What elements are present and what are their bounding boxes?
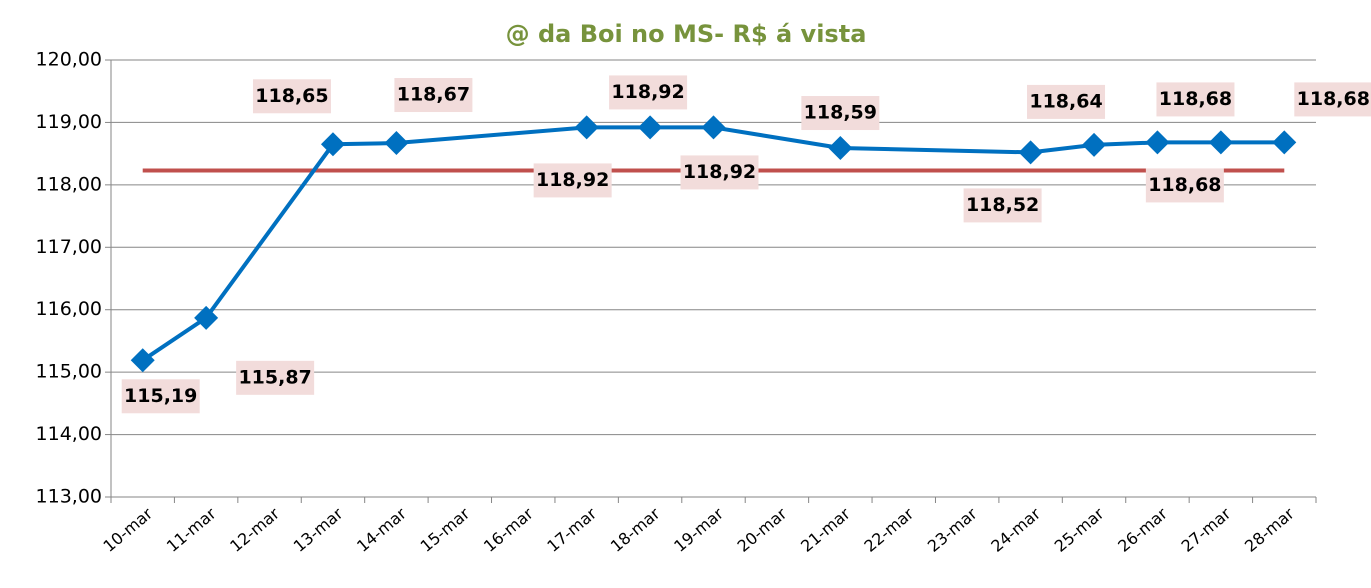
x-tick-label: 11-mar [163, 504, 220, 556]
x-tick-label: 20-mar [734, 504, 791, 556]
data-label-box [394, 78, 473, 113]
x-tick-label: 23-mar [924, 504, 981, 556]
data-label: 118,68 [1148, 174, 1221, 196]
data-label-box [252, 79, 331, 114]
data-label-box [609, 75, 688, 110]
x-tick-label: 10-mar [99, 504, 156, 556]
data-label: 118,52 [966, 194, 1039, 216]
marker [194, 305, 219, 330]
x-tick-label: 13-mar [290, 504, 347, 556]
x-tick-label: 15-mar [417, 504, 474, 556]
marker [1082, 132, 1107, 157]
marker [828, 136, 853, 161]
data-label: 115,19 [124, 385, 197, 407]
y-tick-label: 116,00 [36, 298, 102, 320]
y-tick-label: 117,00 [36, 236, 102, 258]
x-tick-label: 16-mar [480, 504, 537, 556]
chart-title: @ da Boi no MS- R$ á vista [506, 20, 867, 48]
x-tick-label: 21-mar [797, 504, 854, 556]
marker [130, 348, 155, 373]
y-tick-label: 113,00 [36, 486, 102, 508]
data-label-box [1156, 82, 1235, 117]
data-label-box [121, 379, 200, 414]
y-tick-label: 119,00 [36, 111, 102, 133]
data-label-box [801, 96, 880, 131]
x-tick-label: 22-mar [860, 504, 917, 556]
marker [384, 131, 409, 156]
x-tick-label: 12-mar [226, 504, 283, 556]
marker [638, 115, 663, 140]
data-label: 118,68 [1297, 88, 1370, 110]
data-label: 118,92 [683, 161, 756, 183]
y-tick-label: 118,00 [36, 173, 102, 195]
data-label-box [1145, 168, 1224, 203]
x-tick-label: 19-mar [670, 504, 727, 556]
data-label-box [963, 188, 1042, 223]
y-tick-label: 114,00 [36, 423, 102, 445]
data-label: 118,92 [536, 169, 609, 191]
x-tick-label: 25-mar [1051, 504, 1108, 556]
data-label: 118,68 [1159, 88, 1232, 110]
x-tick-label: 18-mar [607, 504, 664, 556]
data-label: 115,87 [238, 366, 311, 388]
marker [701, 115, 726, 140]
data-label-box [680, 155, 759, 190]
data-label: 118,92 [611, 81, 684, 103]
data-label: 118,67 [397, 84, 470, 106]
marker [1208, 130, 1233, 155]
marker [320, 132, 345, 157]
data-label-box [1027, 84, 1106, 119]
x-tick-label: 14-mar [353, 504, 410, 556]
x-tick-label: 17-mar [543, 504, 600, 556]
marker [1145, 130, 1170, 155]
y-tick-label: 115,00 [36, 361, 102, 383]
data-label: 118,65 [255, 85, 328, 107]
x-tick-label: 27-mar [1178, 504, 1235, 556]
data-label: 118,64 [1029, 90, 1102, 112]
x-tick-label: 28-mar [1241, 504, 1298, 556]
marker [1018, 140, 1043, 165]
marker [1272, 130, 1297, 155]
data-label-box [1294, 82, 1371, 117]
marker [574, 115, 599, 140]
x-tick-label: 26-mar [1114, 504, 1171, 556]
y-tick-label: 120,00 [36, 49, 102, 71]
data-label: 118,59 [804, 102, 877, 124]
data-label-box [533, 163, 612, 198]
x-tick-label: 24-mar [987, 504, 1044, 556]
data-label-box [236, 360, 315, 395]
